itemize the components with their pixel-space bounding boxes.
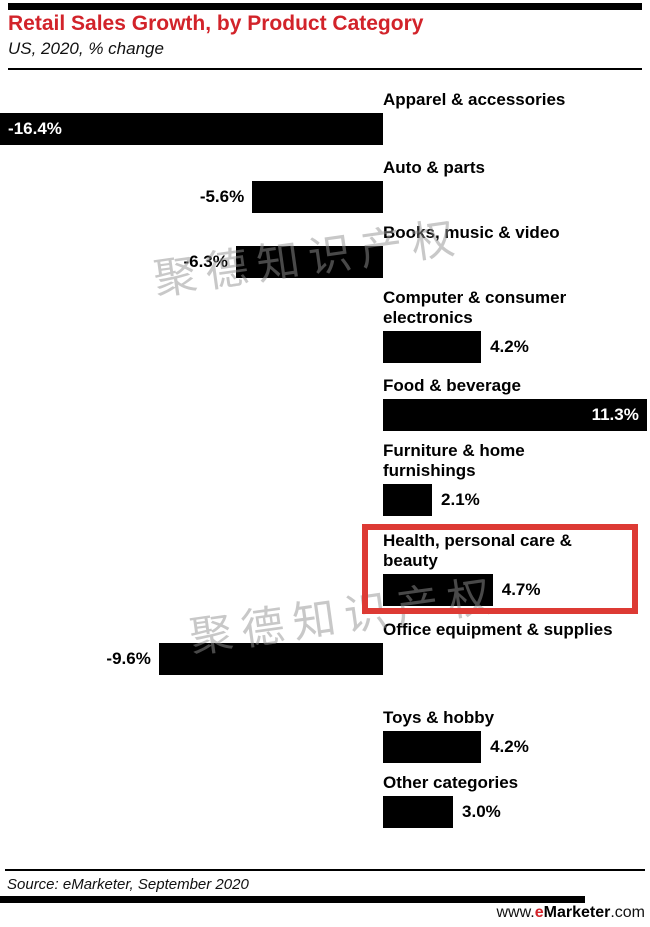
- bar-value-label: -5.6%: [199, 187, 245, 206]
- highlight-box: [362, 524, 638, 614]
- bar-track: 4.2%: [0, 331, 650, 363]
- chart-row-toys: Toys & hobby 4.2%: [0, 708, 650, 763]
- bar-track: -9.6%: [0, 643, 650, 675]
- source-note: Source: eMarketer, September 2020: [7, 876, 249, 893]
- bar-value-label: 3.0%: [462, 802, 501, 821]
- category-label: Other categories: [383, 773, 519, 792]
- top-rule: [8, 3, 642, 10]
- bar: [252, 181, 383, 213]
- bar: [235, 246, 383, 278]
- bar: [383, 399, 647, 431]
- footer-divider: [5, 869, 645, 871]
- bar-track: -5.6%: [0, 181, 650, 213]
- bar-track: -16.4%: [0, 113, 650, 145]
- bar: [383, 331, 482, 363]
- bar: [383, 484, 433, 516]
- category-label: Auto & parts: [383, 158, 485, 177]
- chart-title: Retail Sales Growth, by Product Category: [8, 12, 424, 35]
- bar-track: 2.1%: [0, 484, 650, 516]
- category-label: Apparel & accessories: [383, 90, 566, 109]
- bar-value-label: 11.3%: [591, 405, 639, 424]
- bar-value-label: 4.2%: [490, 737, 529, 756]
- bar-value-label: -6.3%: [183, 252, 228, 271]
- url-suffix: .com: [610, 904, 645, 921]
- bar-value-label: 4.7%: [501, 580, 541, 599]
- bar: [383, 574, 493, 606]
- footer-bar: [0, 896, 585, 903]
- bar: [383, 796, 454, 828]
- chart-row-office: Office equipment & supplies -9.6%: [0, 620, 650, 675]
- bar-track: 11.3%: [0, 399, 650, 431]
- url-brand-e: e: [534, 904, 544, 921]
- chart-row-auto: Auto & parts -5.6%: [0, 158, 650, 213]
- chart-row-food: Food & beverage 11.3%: [0, 376, 650, 431]
- chart-row-books: Books, music & video -6.3%: [0, 223, 650, 278]
- bar-track: 3.0%: [0, 796, 650, 828]
- category-label: Books, music & video: [383, 223, 560, 242]
- category-label: Office equipment & supplies: [383, 620, 613, 639]
- bar-track: 4.7%: [0, 574, 650, 606]
- chart-row-other: Other categories 3.0%: [0, 773, 650, 828]
- url-prefix: www.: [496, 904, 535, 921]
- bar: [383, 731, 482, 763]
- url-brand-rest: Marketer: [543, 904, 611, 921]
- bar-value-label: -16.4%: [8, 119, 62, 138]
- bar-track: -6.3%: [0, 246, 650, 278]
- category-label: Computer & consumer electronics: [383, 288, 567, 327]
- category-label: Food & beverage: [383, 376, 521, 395]
- chart-subtitle: US, 2020, % change: [8, 39, 164, 58]
- emarketer-url: www.eMarketer.com: [496, 904, 645, 922]
- chart-row-apparel: Apparel & accessories -16.4%: [0, 90, 650, 145]
- category-label: Furniture & home furnishings: [383, 441, 525, 480]
- header-divider: [8, 68, 642, 70]
- bar-value-label: -9.6%: [106, 649, 151, 668]
- chart-row-computer: Computer & consumer electronics 4.2%: [0, 288, 650, 363]
- category-label: Toys & hobby: [383, 708, 495, 727]
- category-label: Health, personal care & beauty: [383, 531, 572, 570]
- bar-value-label: 2.1%: [441, 490, 480, 509]
- bar-value-label: 4.2%: [490, 337, 529, 356]
- chart-row-health: Health, personal care & beauty 4.7%: [0, 531, 650, 606]
- bar-track: 4.2%: [0, 731, 650, 763]
- bar: [0, 113, 383, 145]
- bar: [158, 643, 383, 675]
- chart-row-furniture: Furniture & home furnishings 2.1%: [0, 441, 650, 516]
